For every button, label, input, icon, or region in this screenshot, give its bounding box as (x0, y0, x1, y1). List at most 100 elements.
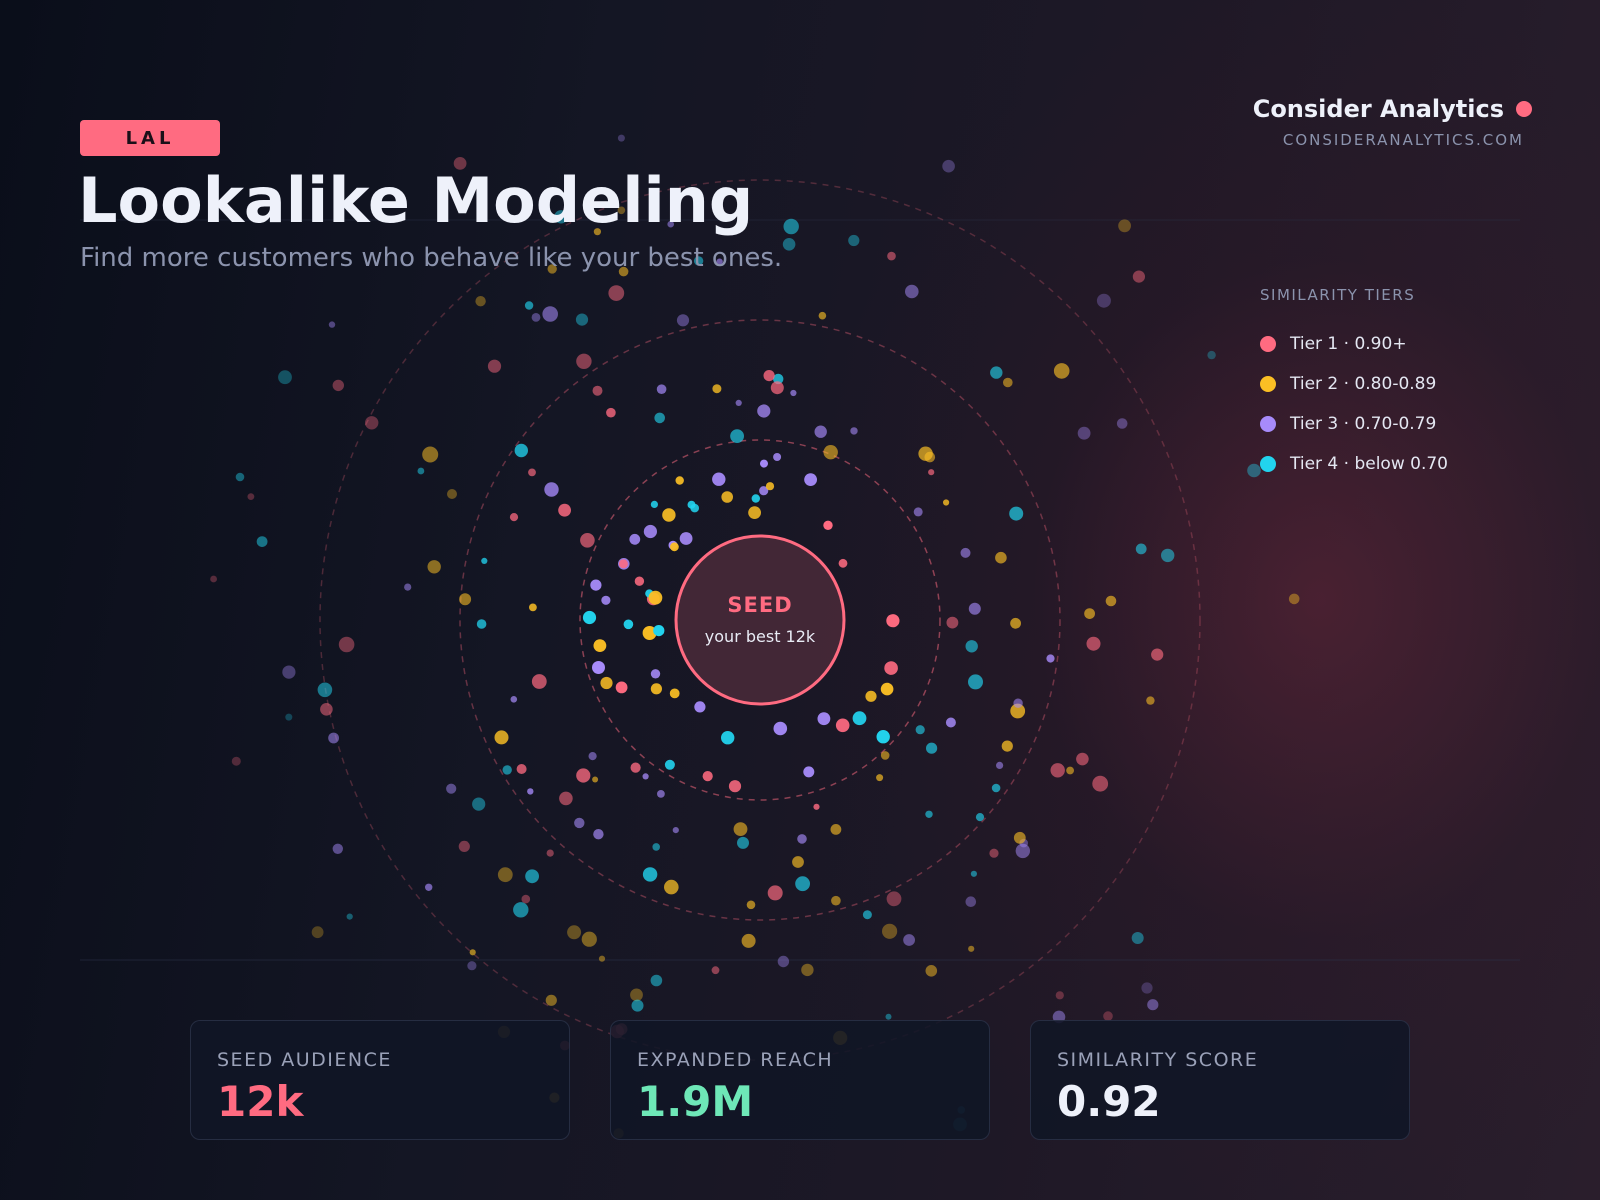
audience-dot (852, 711, 867, 726)
audience-dot (884, 661, 898, 675)
audience-dot (1147, 999, 1159, 1011)
brand-url[interactable]: CONSIDERANALYTICS.COM (1282, 131, 1524, 149)
audience-dot (575, 313, 589, 326)
audience-dot (925, 965, 938, 977)
audience-dot (1001, 740, 1013, 752)
audience-dot (823, 445, 838, 460)
audience-dot (608, 285, 625, 301)
legend-title: SIMILARITY TIERS (1260, 286, 1416, 304)
stat-card-expanded-reach: EXPANDED REACH 1.9M (610, 1020, 990, 1140)
audience-dot (650, 974, 663, 987)
audience-dot (332, 379, 344, 392)
audience-dot (590, 579, 602, 591)
audience-dot (748, 506, 761, 519)
audience-dot (510, 696, 518, 703)
audience-dot (1077, 426, 1091, 440)
audience-dot (527, 788, 534, 795)
audience-dot (642, 773, 649, 780)
legend-swatch-icon (1260, 456, 1276, 472)
audience-dot (886, 614, 900, 628)
audience-dot (885, 1013, 892, 1020)
stat-card-similarity-score: SIMILARITY SCORE 0.92 (1030, 1020, 1410, 1140)
audience-dot (1076, 752, 1089, 766)
audience-dot (1003, 377, 1013, 388)
legend-swatch-icon (1260, 376, 1276, 392)
page-title: Lookalike Modeling (78, 164, 754, 237)
audience-dot (592, 661, 605, 674)
audience-dot (1096, 293, 1111, 308)
brand-block: Consider Analytics CONSIDERANALYTICS.COM (1253, 95, 1532, 149)
audience-dot (617, 206, 626, 215)
audience-dot (598, 955, 606, 962)
audience-dot (576, 768, 591, 783)
audience-dot (588, 752, 597, 761)
audience-dot (650, 500, 659, 508)
audience-dot (850, 427, 858, 435)
audience-dot (712, 472, 726, 486)
audience-dot (1009, 506, 1024, 521)
stat-value: 0.92 (1057, 1077, 1161, 1126)
seed-node: SEED your best 12k (674, 534, 846, 706)
audience-dot (991, 783, 1001, 793)
stat-value: 12k (217, 1077, 304, 1126)
audience-dot (946, 616, 959, 629)
audience-dot (481, 557, 488, 565)
legend-item-tier-1: Tier 1 · 0.90+ (1260, 324, 1448, 364)
audience-dot (925, 810, 933, 818)
audience-dot (547, 264, 557, 274)
seed-circle (674, 534, 846, 706)
audience-dot (887, 251, 896, 261)
audience-dot (311, 926, 324, 939)
audience-dot (721, 731, 735, 745)
audience-dot (618, 266, 629, 277)
audience-dot (945, 717, 956, 728)
audience-dot (928, 469, 935, 476)
audience-dot (332, 843, 343, 854)
audience-dot (737, 836, 749, 849)
audience-dot (804, 473, 817, 486)
audience-dot (968, 945, 975, 952)
audience-dot (730, 429, 744, 443)
audience-dot (1135, 543, 1147, 555)
audience-dot (996, 761, 1004, 770)
audience-dot (1015, 843, 1030, 859)
audience-dot (760, 459, 768, 468)
audience-dot (662, 508, 676, 522)
audience-dot (1046, 654, 1055, 663)
audience-dot (830, 824, 842, 835)
audience-dot (818, 311, 827, 320)
brand-name-row: Consider Analytics (1253, 95, 1532, 123)
similarity-ring-1 (579, 439, 941, 801)
audience-dot (606, 407, 616, 418)
audience-dot (497, 867, 513, 883)
audience-dot (835, 718, 850, 733)
audience-dot (1105, 595, 1117, 607)
audience-dot (735, 399, 742, 406)
audience-dot (210, 575, 218, 583)
audience-dot (545, 994, 557, 1006)
audience-dot (746, 900, 756, 910)
audience-dot (642, 867, 658, 882)
audience-dot (880, 751, 890, 760)
audience-dot (558, 503, 571, 517)
audience-dot (629, 533, 641, 545)
audience-dot (770, 381, 784, 395)
audience-dot (643, 524, 658, 539)
audience-dot (581, 931, 597, 947)
audience-dot (235, 472, 245, 482)
audience-dot (231, 756, 241, 766)
audience-dot (653, 625, 665, 637)
audience-dot (1151, 648, 1164, 661)
audience-dot (838, 558, 848, 568)
audience-dot (942, 159, 955, 173)
audience-dot (886, 891, 902, 907)
audience-dots (210, 134, 1300, 1139)
audience-dot (544, 482, 559, 497)
audience-dot (593, 829, 604, 840)
audience-dot (529, 603, 537, 612)
similarity-ring-2 (459, 319, 1061, 921)
audience-dot (317, 682, 333, 698)
audience-dot (1132, 270, 1145, 283)
audience-dot (782, 238, 796, 251)
audience-dot (630, 762, 641, 773)
